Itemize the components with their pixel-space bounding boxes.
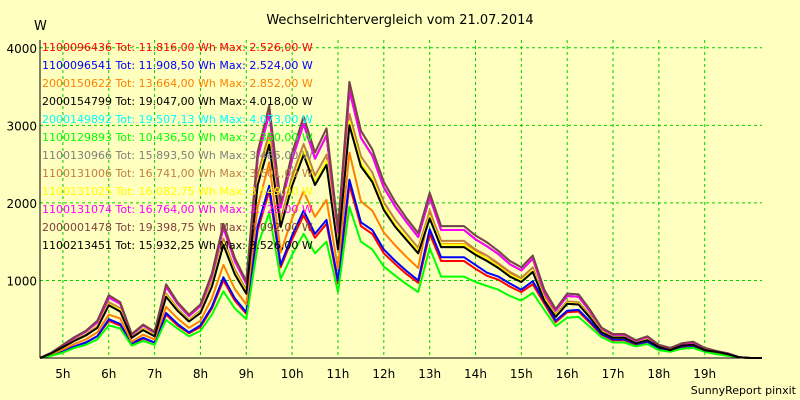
x-tick-label: 15h — [510, 367, 533, 381]
x-tick-label: 9h — [239, 367, 254, 381]
series-line-1100096541 — [39, 178, 762, 359]
legend-entry: 2000001478 Tot: 19.398,75 Wh Max: 4.092,… — [42, 221, 313, 234]
y-tick-label: 1000 — [6, 274, 37, 288]
y-axis-label: W — [34, 19, 47, 34]
footer-credit: SunnyReport pinxit — [691, 384, 797, 397]
x-tick-label: 17h — [602, 367, 625, 381]
x-tick-label: 16h — [556, 367, 579, 381]
legend-entry: 1100129893 Tot: 10.436,50 Wh Max: 2.350,… — [42, 131, 313, 144]
legend-entry: 2000154799 Tot: 19.047,00 Wh Max: 4.018,… — [42, 95, 313, 108]
y-tick-label: 4000 — [6, 42, 37, 56]
x-tick-label: 13h — [418, 367, 441, 381]
x-tick-label: 7h — [147, 367, 162, 381]
x-tick-label: 18h — [647, 367, 670, 381]
x-tick-label: 11h — [327, 367, 350, 381]
x-tick-label: 12h — [372, 367, 395, 381]
y-tick-label: 2000 — [6, 197, 37, 211]
legend-entry: 1100096436 Tot: 11.816,00 Wh Max: 2.526,… — [42, 41, 313, 54]
legend-entry: 1100131074 Tot: 16.764,00 Wh Max: 3.728,… — [42, 203, 313, 216]
series-line-2000001478 — [39, 80, 762, 359]
legend-entry: 1100096541 Tot: 11.908,50 Wh Max: 2.524,… — [42, 59, 313, 72]
series-line-1100129893 — [39, 205, 762, 359]
x-tick-label: 6h — [101, 367, 116, 381]
legend-entry: 1100131025 Tot: 16.082,75 Wh Max: 3.549,… — [42, 185, 313, 198]
x-tick-label: 14h — [464, 367, 487, 381]
legend-entry: 1100213451 Tot: 15.932,25 Wh Max: 3.526,… — [42, 239, 313, 252]
x-tick-label: 19h — [693, 367, 716, 381]
legend-entry: 2000150622 Tot: 13.664,00 Wh Max: 2.852,… — [42, 77, 313, 90]
chart-title: Wechselrichtervergleich vom 21.07.2014 — [266, 13, 533, 28]
series-line-1100213451 — [39, 124, 762, 359]
x-tick-label: 8h — [193, 367, 208, 381]
y-tick-label: 3000 — [6, 119, 37, 133]
legend-entry: 2000149892 Tot: 19.507,13 Wh Max: 4.073,… — [42, 113, 313, 126]
legend-entry: 1100131006 Tot: 16.741,00 Wh Max: 3.601,… — [42, 167, 313, 180]
x-tick-label: 10h — [281, 367, 304, 381]
x-tick-label: 5h — [55, 367, 70, 381]
legend-entry: 1100130966 Tot: 15.893,50 Wh Max: 3.485,… — [42, 149, 313, 162]
